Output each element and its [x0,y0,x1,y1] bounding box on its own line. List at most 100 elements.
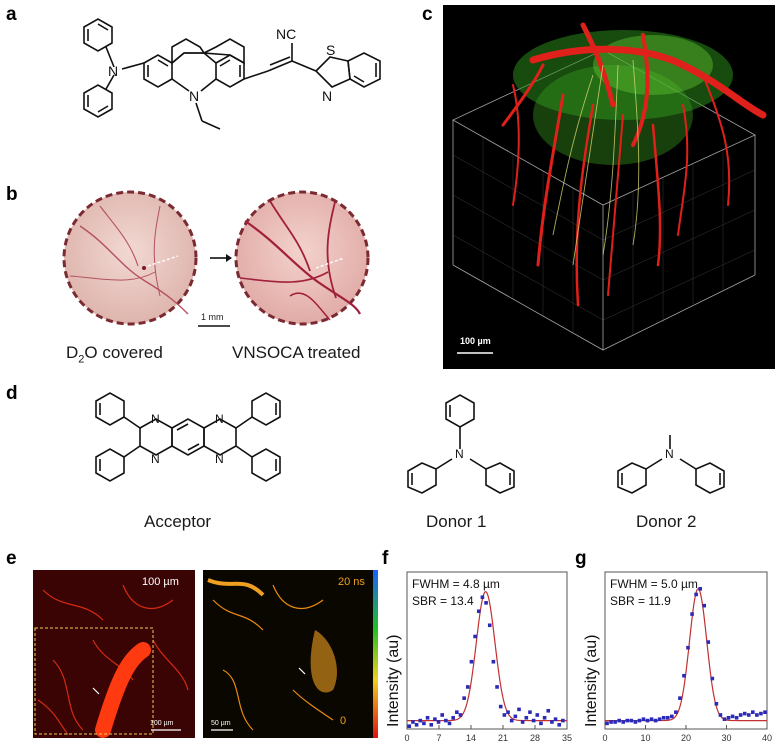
plot-frame-f [406,571,568,730]
caption-vnsoca-treated: VNSOCA treated [232,343,361,362]
atom-n-amine: N [108,63,118,79]
atom-n-thiazole: N [322,88,332,104]
annotation-f-fwhm: FWHM = 4.8 µm [412,577,500,591]
x-tick-label: 30 [721,733,731,743]
data-point [484,601,488,605]
data-point [759,711,763,716]
atom-n-donor1: N [455,447,464,461]
panel-label-g: g [575,548,587,569]
data-point [528,710,532,714]
data-point [561,718,565,723]
data-point [714,701,719,706]
data-point [670,714,674,719]
scale-text-e-left: 100 µm [142,576,179,588]
fluorescence-image-left [33,570,195,738]
ylabel-f: Intensity (au) [385,635,402,727]
x-tick-label: 40 [762,733,772,743]
data-point [487,623,492,628]
data-point [473,634,477,639]
data-point [455,710,459,714]
data-point [531,718,536,723]
data-point [649,717,654,721]
data-point [513,714,518,719]
data-point [476,609,481,614]
data-point [491,659,496,664]
data-point [625,718,630,723]
data-point [433,717,437,721]
data-point [506,710,510,714]
data-point [751,710,755,714]
data-point [617,718,621,723]
arrow-head-icon [226,254,232,262]
fit-curve [605,588,767,722]
data-point [535,713,540,717]
data-point [407,724,412,728]
atom-s: S [326,42,335,58]
caption-donor-1: Donor 1 [426,512,487,531]
data-point [466,685,470,689]
data-point [502,713,507,717]
annotation-f-sbr: SBR = 13.4 [412,594,474,608]
data-point [605,721,609,726]
data-point [498,704,503,709]
fluorescence-image-right [203,570,373,738]
data-point [763,710,767,714]
data-point [469,659,474,664]
data-point [722,717,727,721]
data-point [436,720,441,724]
x-tick-label: 10 [640,733,650,743]
panel-label-e: e [6,548,17,569]
data-point [706,640,711,644]
data-point [447,721,452,726]
panel-label-a: a [6,4,17,25]
data-point [458,713,463,717]
panel-label-d: d [6,383,18,404]
data-point [418,718,423,723]
panel-label-f: f [382,548,389,569]
data-point [542,715,547,720]
data-point [730,714,735,719]
x-tick-label: 21 [498,733,508,743]
scale-bar-e-right-label: 50 µm [211,720,231,727]
data-point [633,720,638,724]
data-point [653,718,658,723]
data-point [690,612,694,616]
data-point [641,717,646,721]
data-point [718,713,723,717]
data-point [429,722,434,727]
atom-n-acc-2: N [151,452,160,466]
x-tick-label: 35 [562,733,572,743]
data-point [546,708,551,713]
data-point [425,715,430,720]
atom-n-acc-3: N [215,412,224,426]
data-point [517,707,521,712]
data-point [710,676,715,681]
data-point [645,718,650,723]
x-tick-label: 7 [436,733,441,743]
volume-render [443,5,775,369]
data-point [637,718,642,723]
ylabel-g: Intensity (au) [583,635,600,727]
data-point [553,717,558,721]
annotation-g-sbr: SBR = 11.9 [610,594,671,608]
data-point [746,713,751,717]
annotation-g-fwhm: FWHM = 5.0 µm [610,577,698,591]
data-point [694,592,698,597]
data-point [665,715,670,720]
data-point [738,713,743,717]
x-tick-label: 20 [681,733,691,743]
data-point [557,722,562,727]
data-point [686,645,690,650]
molecule-structures-d: N N N N N N [95,392,725,494]
atom-n-carbazole: N [189,88,199,104]
colorbar-max-label: 20 ns [338,576,365,588]
data-point [440,713,444,717]
data-point [480,595,485,600]
data-point [550,720,554,724]
profile-plot-f: Intensity (au) 0 7 14 21 28 35 FWHM = 4.8 µm … [385,571,572,743]
atom-n-acc-1: N [151,412,160,426]
data-point [678,696,682,700]
atom-n-acc-4: N [215,452,224,466]
data-point [539,721,543,726]
fit-curve [407,590,567,722]
